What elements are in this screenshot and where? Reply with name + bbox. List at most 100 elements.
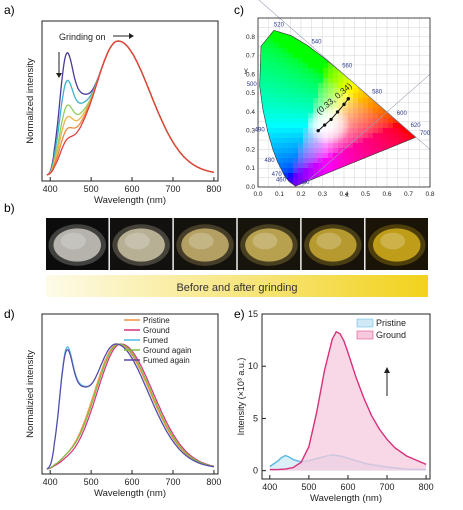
color-cell <box>378 113 384 119</box>
color-cell <box>313 98 319 104</box>
color-cell <box>298 108 304 114</box>
color-cell <box>358 153 364 159</box>
color-cell <box>328 93 334 99</box>
color-cell <box>343 78 349 84</box>
color-cell <box>283 163 289 169</box>
color-cell <box>323 83 329 89</box>
color-cell <box>383 123 389 129</box>
powder-highlight <box>380 232 406 250</box>
color-cell <box>373 108 379 114</box>
color-cell <box>373 133 379 139</box>
color-cell <box>278 78 284 84</box>
color-cell <box>313 63 319 69</box>
color-cell <box>398 128 404 134</box>
color-cell <box>398 123 404 129</box>
color-cell <box>368 113 374 119</box>
color-cell <box>288 98 294 104</box>
color-cell <box>353 123 359 129</box>
color-cell <box>303 168 309 174</box>
color-cell <box>333 148 339 154</box>
series-line <box>46 40 214 176</box>
panel-label-d: d) <box>4 307 15 321</box>
color-cell <box>298 88 304 94</box>
color-cell <box>343 143 349 149</box>
color-cell <box>348 88 354 94</box>
wavelength-label: 700 <box>420 131 431 137</box>
color-cell <box>308 98 314 104</box>
color-cell <box>323 153 329 159</box>
color-cell <box>363 113 369 119</box>
color-cell <box>353 148 359 154</box>
color-cell <box>368 133 374 139</box>
data-point <box>329 117 333 122</box>
color-cell <box>278 83 284 89</box>
color-cell <box>308 168 314 174</box>
data-point <box>346 97 350 101</box>
color-cell <box>328 163 334 169</box>
color-cell <box>288 143 294 149</box>
color-cell <box>363 98 369 104</box>
panel-d-chart: 400 500 600 700 800 Wavelength (nm) Normalizie… <box>25 313 221 499</box>
color-cell <box>373 148 379 154</box>
color-cell <box>303 93 309 99</box>
color-cell <box>303 163 309 169</box>
series-line <box>46 40 214 176</box>
color-cell <box>283 93 289 99</box>
color-cell <box>303 138 309 144</box>
color-cell <box>323 58 329 64</box>
arrow-right-icon <box>129 33 134 39</box>
color-cell <box>293 73 299 79</box>
color-cell <box>268 48 274 54</box>
x-tick-label: 0.4 <box>339 191 348 198</box>
color-cell <box>348 103 354 109</box>
color-cell <box>293 88 299 94</box>
color-cell <box>308 88 314 94</box>
color-cell <box>338 93 344 99</box>
color-cell <box>263 43 269 49</box>
color-cell <box>283 68 289 74</box>
color-cell <box>303 43 309 49</box>
color-cell <box>333 83 339 89</box>
powder-pile <box>181 228 229 262</box>
powder-highlight <box>124 232 150 250</box>
y-tick-label: 0.5 <box>246 90 255 97</box>
color-cell <box>308 83 314 89</box>
color-cell <box>318 148 324 154</box>
color-cell <box>293 133 299 139</box>
color-cell <box>268 58 274 64</box>
x-axis-label: x <box>345 192 349 199</box>
color-cell <box>348 98 354 104</box>
powder-highlight <box>188 232 214 250</box>
y-tick-label: 0.8 <box>246 34 255 41</box>
color-cell <box>393 138 399 144</box>
color-cell <box>408 133 414 139</box>
color-cell <box>273 58 279 64</box>
color-cell <box>263 73 269 79</box>
color-cell <box>283 43 289 49</box>
color-cell <box>293 48 299 54</box>
color-cell <box>308 63 314 69</box>
color-cell <box>303 123 309 129</box>
panel-e-axes <box>261 313 431 480</box>
powder-pile <box>309 228 357 262</box>
color-cell <box>278 43 284 49</box>
color-cell <box>259 68 264 74</box>
color-cell <box>373 143 379 149</box>
color-cell <box>338 73 344 79</box>
color-cell <box>259 58 264 64</box>
color-cell <box>393 128 399 134</box>
color-cell <box>298 128 304 134</box>
color-cell <box>378 138 384 144</box>
color-cell <box>293 183 299 187</box>
color-cell <box>343 138 349 144</box>
panel-label-b: b) <box>4 201 15 215</box>
color-cell <box>288 93 294 99</box>
y-tick-label: 5 <box>253 413 258 423</box>
y-tick-label: 0.3 <box>246 128 255 135</box>
x-tick-label: 0.5 <box>361 191 370 198</box>
color-cell <box>328 78 334 84</box>
color-cell <box>348 83 354 89</box>
color-cell <box>378 123 384 129</box>
color-cell <box>273 113 279 119</box>
color-cell <box>328 98 334 104</box>
